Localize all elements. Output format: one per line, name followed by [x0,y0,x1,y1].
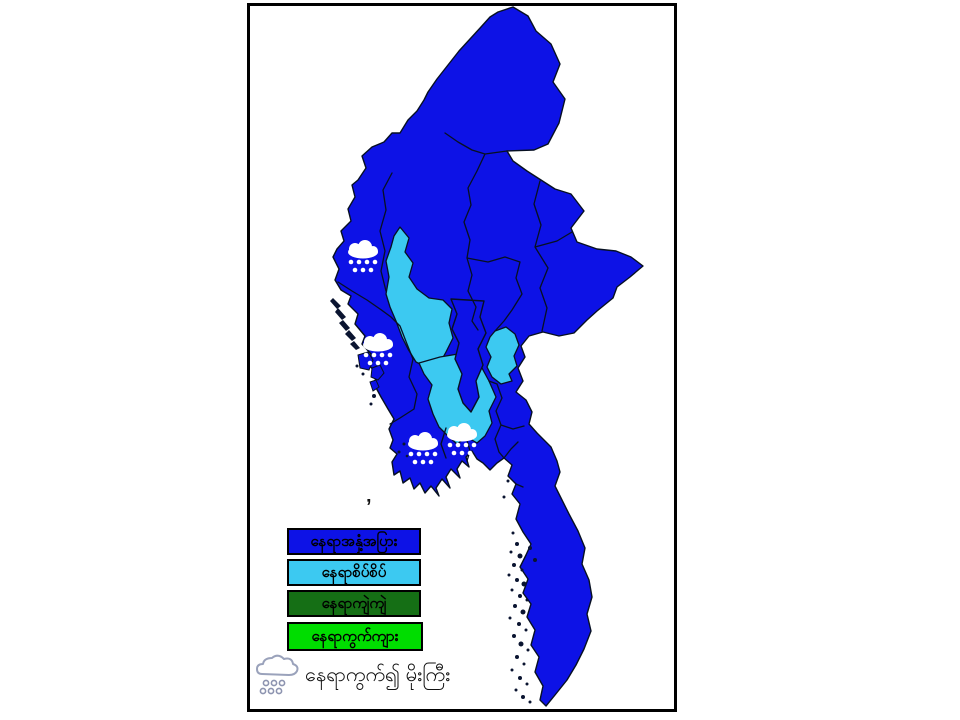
rain-cloud-note-icon [256,654,299,695]
legend-item-widespread: နေရာအနှံ့အပြား [287,528,421,555]
note-label: နေရာကွက်၍ မိုးကြီး [305,664,451,686]
legend-item-isolated: နေရာကွက်ကျား [287,622,423,651]
legend-label: နေရာကျဲကျဲ [321,595,387,612]
rakhine-coast-islands [330,298,385,406]
tanintharyi-islands [502,479,537,704]
legend-label: နေရာအနှံ့အပြား [310,533,398,550]
stray-apostrophe-mark: ’ [366,496,372,518]
delta-islands [397,442,409,458]
legend-item-fairly-widespread: နေရာစိပ်စိပ် [287,559,421,586]
country-outline [332,6,644,707]
legend-item-scattered: နေရာကျဲကျဲ [287,590,421,617]
legend-label: နေရာစိပ်စိပ် [321,564,387,581]
legend-label: နေရာကွက်ကျား [311,628,399,645]
region-naypyidaw [485,326,520,385]
region-mandalay-south-arm [450,298,487,413]
